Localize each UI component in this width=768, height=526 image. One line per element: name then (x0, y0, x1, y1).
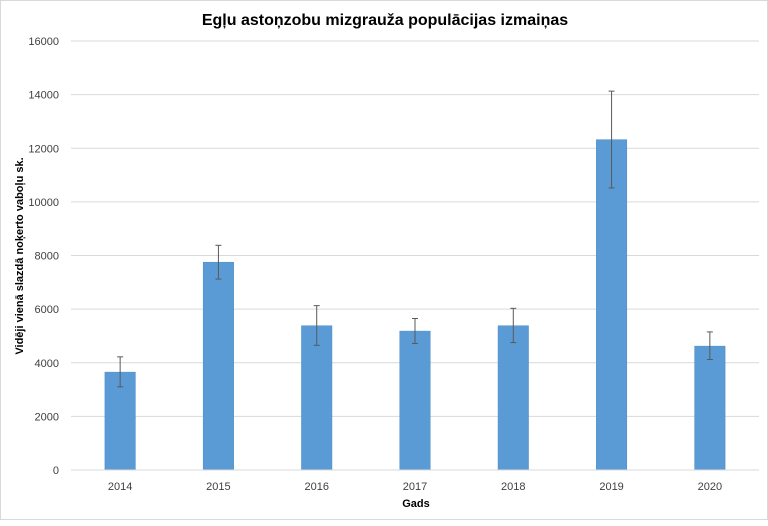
x-tick-label: 2017 (403, 481, 427, 493)
y-tick-label: 16000 (28, 36, 59, 48)
y-tick-label: 0 (53, 465, 59, 477)
error-bar-2015 (215, 244, 222, 280)
bar-2016 (301, 325, 333, 471)
error-bars (117, 90, 713, 388)
bar-2014 (104, 371, 136, 471)
x-tick-label: 2015 (206, 481, 230, 493)
x-tick-label: 2020 (698, 481, 722, 493)
bar-2018 (497, 325, 529, 471)
y-tick-label: 2000 (35, 411, 59, 423)
x-axis-label: Gads (402, 498, 430, 510)
y-tick-label: 8000 (35, 251, 59, 263)
bar-2017 (399, 330, 431, 471)
error-bar-2018 (510, 307, 517, 344)
error-bar-2019 (608, 90, 615, 189)
gridlines (71, 40, 759, 417)
x-axis-ticks: 2014 2015 2016 2017 2018 2019 2020 (108, 481, 722, 493)
y-tick-label: 14000 (28, 90, 59, 102)
chart-title: Egļu astoņzobu mizgrauža populācijas izm… (202, 12, 568, 29)
bar-2020 (694, 345, 726, 471)
x-tick-label: 2016 (304, 481, 328, 493)
x-tick-label: 2018 (501, 481, 525, 493)
y-tick-label: 4000 (35, 358, 59, 370)
error-bar-2017 (412, 318, 418, 344)
error-bar-2020 (706, 331, 713, 361)
error-bar-2016 (313, 305, 320, 346)
x-tick-label: 2019 (599, 481, 623, 493)
bar-2019 (596, 139, 628, 471)
bar-2015 (202, 261, 234, 471)
bars (104, 139, 726, 471)
y-axis-label: Vidēji vienā slazdā noķerto vaboļu sk. (14, 157, 26, 354)
y-tick-label: 10000 (28, 197, 59, 209)
error-bar-2014 (117, 356, 124, 388)
y-axis-ticks: 0 2000 4000 6000 8000 10000 12000 14000 16000 (28, 36, 59, 477)
y-tick-label: 12000 (28, 143, 59, 155)
y-tick-label: 6000 (35, 304, 59, 316)
x-tick-label: 2014 (108, 481, 132, 493)
